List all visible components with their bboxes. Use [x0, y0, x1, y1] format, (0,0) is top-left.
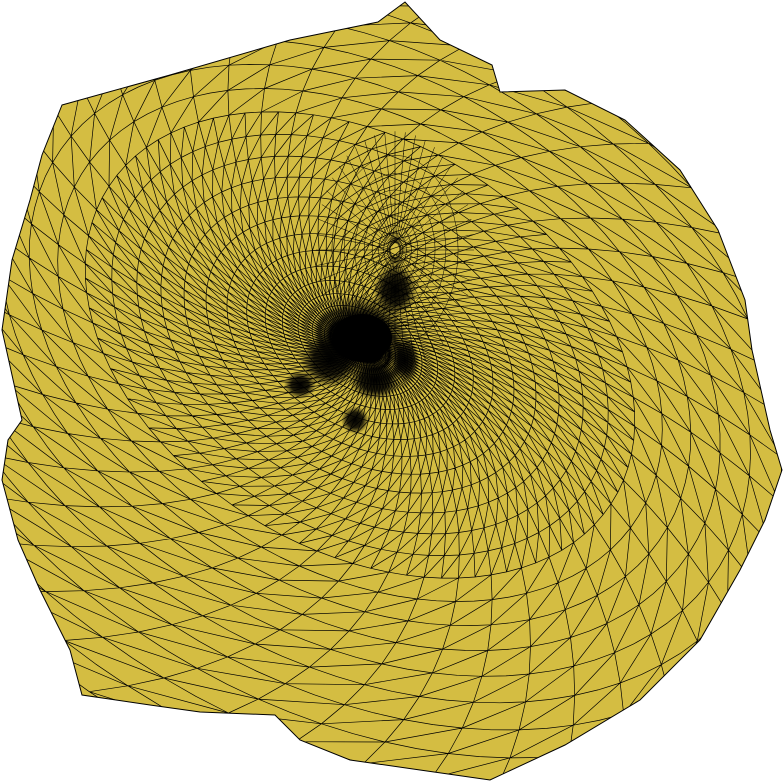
mesh-dense-core-blob	[341, 406, 369, 434]
mesh-dense-core-blob	[349, 360, 401, 400]
mesh-dense-core-blob	[284, 371, 316, 399]
mesh-dense-core-center	[332, 314, 392, 362]
mesh-dense-core	[284, 264, 419, 434]
mesh-dense-core-blob	[373, 264, 417, 316]
